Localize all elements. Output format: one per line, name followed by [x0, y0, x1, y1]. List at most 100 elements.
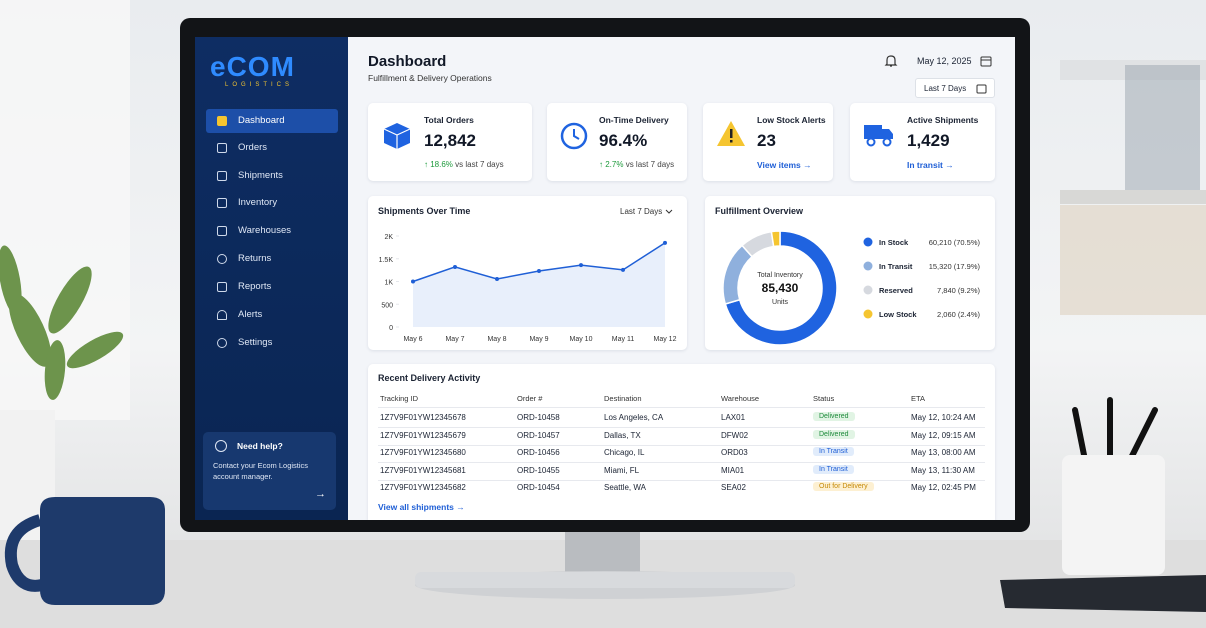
legend-value: 2,060 (2.4%) [937, 310, 980, 319]
table-cell: SEA02 [721, 483, 746, 492]
nav-item[interactable]: Returns [206, 247, 338, 271]
legend-dot [863, 285, 873, 295]
status-badge: In Transit [813, 447, 854, 456]
nav-label: Dashboard [238, 115, 285, 126]
kpi-change-row: ↑ 18.6% vs last 7 days [424, 160, 504, 169]
kpi-link[interactable]: View items → [757, 160, 812, 170]
status-badge: In Transit [813, 464, 854, 474]
table-cell: ORD-10458 [517, 413, 560, 422]
truck-icon [864, 125, 893, 147]
x-tick-label: May 10 [570, 336, 593, 343]
chart-range[interactable]: Last 7 Days [620, 207, 662, 216]
table-cell: Los Angeles, CA [604, 413, 664, 422]
nav-item[interactable]: Alerts [206, 303, 338, 327]
kpi-card: Total Orders 12,842 ↑ 18.6% vs last 7 da… [368, 103, 532, 181]
nav-item[interactable]: Warehouses [206, 219, 338, 243]
table-cell: ORD-10456 [517, 448, 560, 457]
table-cell: Chicago, IL [604, 448, 645, 457]
nav-item[interactable]: Settings [206, 331, 338, 355]
column-header: ETA [911, 394, 926, 403]
status-badge: Delivered [813, 429, 855, 439]
kpi-change: 18.6% [430, 160, 453, 169]
nav-item[interactable]: Dashboard [206, 109, 338, 133]
table-title: Recent Delivery Activity [378, 373, 481, 383]
table-link-text: View all shipments [378, 502, 454, 512]
donut-card: Fulfillment Overview Total Inventory 85,… [705, 196, 995, 350]
table-cell: 1Z7V9F01YW12345678 [380, 413, 466, 422]
legend-label: Reserved [879, 286, 913, 295]
table-cell: Miami, FL [604, 465, 640, 475]
kpi-value: 96.4% [599, 131, 648, 150]
nav-label: Orders [238, 142, 268, 153]
table-card: Recent Delivery Activity Tracking ID Ord… [368, 364, 995, 520]
kpi-note: vs last 7 days [625, 160, 675, 169]
donut-segment [770, 230, 781, 248]
legend-value: 15,320 (17.9%) [929, 262, 981, 271]
kpi-card: Low Stock Alerts 23 View items → [703, 103, 833, 181]
table-cell: Dallas, TX [604, 430, 641, 440]
dropdown-caret [665, 209, 673, 214]
y-tick-label: 0 [389, 325, 393, 332]
nav-item[interactable]: Orders [206, 136, 338, 160]
kpi-title: Total Orders [424, 115, 474, 125]
legend-label: In Transit [879, 262, 913, 271]
legend-dot [863, 309, 873, 319]
nav-item[interactable]: Inventory [206, 191, 338, 215]
table-cell: ORD-10454 [517, 483, 560, 492]
legend-dot [863, 261, 873, 271]
bell-icon[interactable] [884, 54, 898, 68]
status-badge: Delivered [813, 412, 855, 421]
center-label: Total Inventory [757, 272, 803, 279]
donut-segment [724, 230, 838, 346]
help-box[interactable]: Need help? Contact your Ecom Logistics a… [203, 432, 336, 510]
line-chart-card: Shipments Over Time Last 7 Days 0 500 1K 1.… [368, 196, 687, 350]
point [537, 269, 541, 274]
chart-title: Fulfillment Overview [715, 206, 804, 216]
column-header: Warehouse [721, 394, 760, 403]
x-tick-label: May 8 [487, 336, 506, 343]
help-title: Need help? [237, 441, 283, 451]
brand-logo: eCOM [210, 51, 295, 82]
kpi-change: 2.7% [605, 160, 624, 169]
brand-tagline: LOGISTICS [225, 82, 294, 88]
nav-label: Returns [238, 253, 272, 264]
point [453, 264, 457, 269]
help-arrow: → [315, 488, 326, 500]
table-cell: ORD-10455 [517, 465, 560, 475]
center-unit: Units [772, 299, 788, 306]
nav-item[interactable]: Shipments [206, 164, 338, 188]
kpi-link-text: View items [757, 160, 801, 170]
clock-icon [560, 122, 588, 150]
table-cell: May 12, 09:15 AM [911, 430, 976, 440]
table-cell: May 12, 02:45 PM [911, 483, 976, 492]
table-link[interactable]: View all shipments → [378, 502, 465, 512]
kpi-title: Active Shipments [907, 115, 979, 125]
page-title: Dashboard [368, 53, 447, 70]
legend-value: 7,840 (9.2%) [937, 286, 980, 295]
range-button[interactable]: Last 7 Days [915, 78, 995, 98]
column-header: Tracking ID [380, 394, 419, 403]
table-cell: 1Z7V9F01YW12345679 [380, 430, 466, 440]
chart-title: Shipments Over Time [378, 206, 470, 216]
kpi-value: 1,429 [907, 131, 950, 150]
nav-item[interactable]: Reports [206, 275, 338, 299]
calendar-icon[interactable] [980, 55, 992, 67]
screen: eCOM LOGISTICS Dashboard Orders Shipment… [195, 37, 1015, 520]
warning-icon [717, 121, 745, 146]
kpi-link-text: In transit [907, 160, 943, 170]
page-subtitle: Fulfillment & Delivery Operations [368, 73, 492, 83]
point [411, 279, 415, 284]
column-header: Status [813, 394, 835, 403]
table-cell: May 13, 08:00 AM [911, 448, 976, 457]
legend-value: 60,210 (70.5%) [929, 238, 981, 247]
table-cell: May 12, 10:24 AM [911, 413, 976, 422]
kpi-link[interactable]: In transit → [907, 160, 954, 170]
date: May 12, 2025 [917, 56, 972, 66]
table-cell: ORD-10457 [517, 430, 560, 440]
point [621, 267, 625, 272]
nav-label: Alerts [238, 309, 263, 320]
status-badge: Out for Delivery [813, 482, 874, 491]
y-tick-label: 2K [384, 234, 393, 241]
x-tick-label: May 9 [529, 336, 548, 343]
